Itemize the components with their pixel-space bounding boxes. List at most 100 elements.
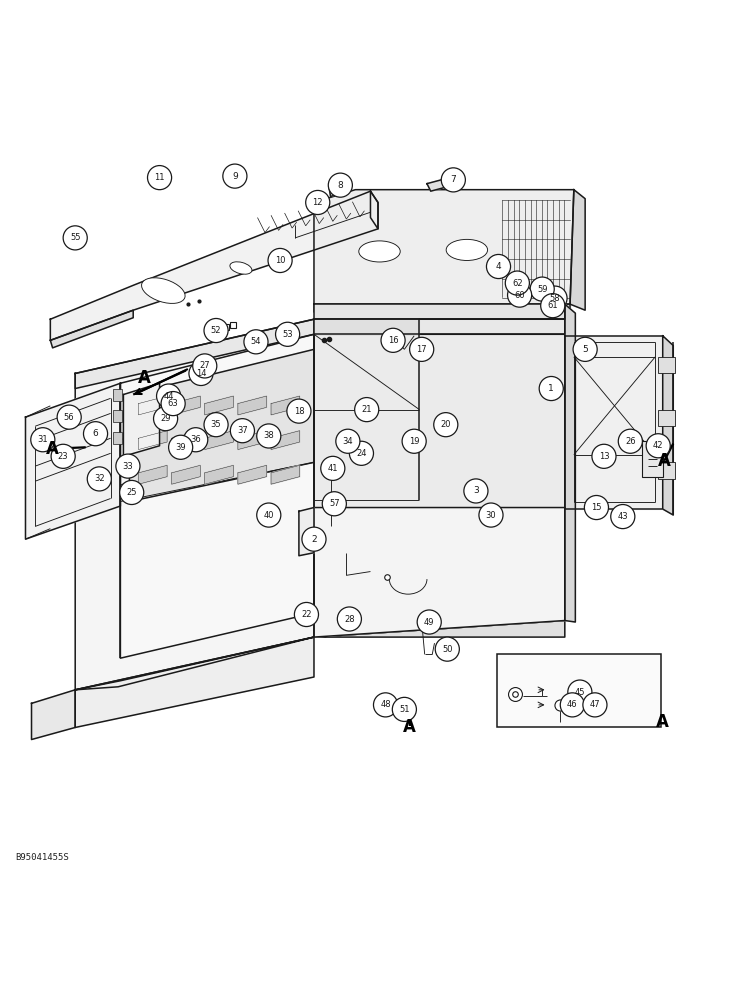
Circle shape: [305, 190, 330, 215]
Circle shape: [51, 444, 75, 468]
Text: 3: 3: [473, 486, 479, 495]
Text: 2: 2: [311, 535, 317, 544]
Text: 39: 39: [175, 443, 186, 452]
Circle shape: [193, 354, 217, 378]
Text: 54: 54: [251, 337, 262, 346]
Circle shape: [204, 318, 228, 343]
Circle shape: [147, 166, 172, 190]
Circle shape: [189, 361, 213, 386]
Polygon shape: [123, 383, 160, 456]
Text: 62: 62: [512, 279, 522, 288]
Text: 23: 23: [58, 452, 69, 461]
Circle shape: [328, 173, 352, 197]
Circle shape: [275, 322, 299, 346]
Circle shape: [560, 693, 584, 717]
Circle shape: [169, 435, 193, 459]
Polygon shape: [51, 191, 378, 340]
Circle shape: [646, 434, 671, 458]
Circle shape: [244, 330, 268, 354]
Polygon shape: [172, 396, 200, 415]
Circle shape: [592, 444, 616, 468]
Polygon shape: [370, 191, 378, 229]
Circle shape: [464, 479, 488, 503]
Text: 8: 8: [337, 181, 343, 190]
Text: 49: 49: [424, 618, 435, 627]
Circle shape: [541, 294, 565, 318]
Text: A: A: [46, 440, 59, 458]
Circle shape: [349, 441, 373, 465]
Text: 55: 55: [70, 233, 80, 242]
Polygon shape: [314, 508, 565, 637]
Text: 24: 24: [356, 449, 367, 458]
Text: 18: 18: [293, 407, 304, 416]
Text: 29: 29: [160, 414, 171, 423]
Circle shape: [479, 503, 503, 527]
Text: 61: 61: [547, 301, 558, 310]
Circle shape: [410, 337, 434, 361]
Polygon shape: [271, 431, 299, 450]
Circle shape: [336, 429, 360, 453]
Circle shape: [543, 286, 567, 310]
Polygon shape: [75, 621, 565, 690]
Polygon shape: [138, 431, 167, 450]
Polygon shape: [314, 319, 420, 334]
Circle shape: [31, 428, 55, 452]
Text: 32: 32: [94, 474, 104, 483]
Text: 14: 14: [196, 369, 206, 378]
Text: 25: 25: [126, 488, 137, 497]
Circle shape: [402, 429, 426, 453]
Circle shape: [573, 337, 597, 361]
Circle shape: [322, 492, 346, 516]
Polygon shape: [26, 383, 120, 539]
Circle shape: [161, 392, 185, 416]
Circle shape: [257, 503, 280, 527]
Text: 41: 41: [327, 464, 338, 473]
Circle shape: [119, 480, 144, 505]
Text: 17: 17: [417, 345, 427, 354]
Text: A: A: [658, 452, 671, 470]
Circle shape: [618, 429, 643, 453]
Polygon shape: [138, 465, 167, 484]
Bar: [113, 389, 122, 401]
Polygon shape: [75, 319, 314, 690]
Circle shape: [584, 495, 609, 520]
Text: 58: 58: [550, 294, 560, 303]
Text: 30: 30: [485, 511, 496, 520]
Circle shape: [435, 637, 460, 661]
Circle shape: [355, 398, 379, 422]
Polygon shape: [570, 190, 585, 310]
Text: 19: 19: [409, 437, 420, 446]
Polygon shape: [120, 334, 314, 658]
Polygon shape: [427, 178, 454, 191]
Text: 44: 44: [163, 392, 174, 401]
Text: 53: 53: [282, 330, 293, 339]
Polygon shape: [314, 319, 565, 637]
Circle shape: [417, 610, 442, 634]
Circle shape: [530, 277, 554, 301]
Text: 57: 57: [329, 499, 339, 508]
Circle shape: [223, 164, 247, 188]
Polygon shape: [314, 304, 565, 319]
Text: 22: 22: [301, 610, 311, 619]
Circle shape: [87, 467, 111, 491]
Text: 28: 28: [344, 615, 355, 624]
Polygon shape: [205, 431, 234, 450]
Text: 6: 6: [93, 429, 98, 438]
Text: 36: 36: [191, 435, 201, 444]
Circle shape: [321, 456, 345, 480]
Ellipse shape: [141, 278, 185, 303]
Polygon shape: [205, 396, 234, 415]
Polygon shape: [271, 396, 299, 415]
Text: 63: 63: [168, 399, 178, 408]
Circle shape: [611, 505, 635, 529]
Circle shape: [434, 413, 458, 437]
Bar: [658, 410, 675, 426]
Text: 16: 16: [388, 336, 398, 345]
Text: 38: 38: [263, 431, 274, 440]
Bar: [658, 357, 675, 373]
Circle shape: [153, 407, 178, 431]
Text: 56: 56: [64, 413, 75, 422]
Bar: [497, 654, 662, 727]
Circle shape: [392, 697, 417, 721]
Polygon shape: [329, 182, 349, 196]
